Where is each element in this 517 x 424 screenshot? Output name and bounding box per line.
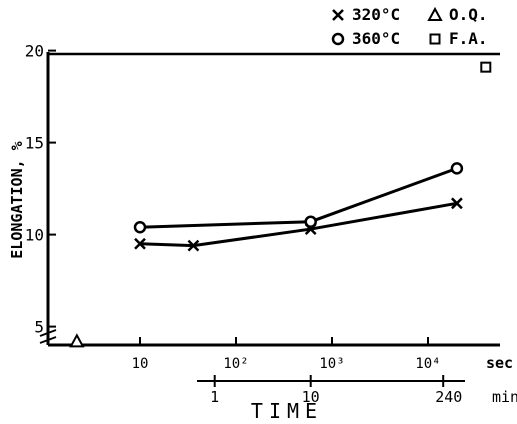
legend-marker-circle — [331, 32, 345, 46]
y-tick-label: 5 — [34, 318, 44, 337]
y-axis-title: ELONGATION, % — [8, 141, 26, 258]
data-point-cross — [134, 237, 146, 250]
data-point-circle — [304, 215, 317, 228]
x-tick-label: 10⁴ — [415, 356, 440, 372]
data-point-square — [480, 61, 492, 73]
data-point-cross — [187, 239, 200, 252]
data-point-circle — [133, 220, 147, 234]
minutes-unit-label: min — [492, 388, 517, 406]
legend-marker-square — [429, 33, 441, 45]
legend-label: 360°C — [352, 29, 400, 48]
x-tick-label: 10³ — [319, 356, 344, 372]
minutes-tick-label: 1 — [210, 388, 219, 406]
minutes-tick-label: 10 — [302, 388, 320, 406]
y-tick-label: 20 — [25, 42, 44, 61]
y-tick-label: 10 — [25, 226, 44, 245]
legend-marker-triangle — [427, 6, 443, 21]
legend-label: 320°C — [352, 5, 400, 24]
data-point-cross — [451, 197, 463, 210]
legend-label: F.A. — [449, 29, 488, 48]
legend-label: O.Q. — [449, 5, 488, 24]
x-tick-label: 10 — [132, 356, 149, 372]
y-tick-label: 15 — [25, 134, 44, 153]
axis-break-mark — [39, 329, 57, 337]
minutes-tick-label: 240 — [435, 388, 462, 406]
axis-break-mark — [39, 336, 57, 344]
series-line-circle — [139, 166, 458, 229]
x-unit-label: sec — [486, 354, 513, 372]
data-point-circle — [450, 162, 464, 175]
x-tick-label: 10² — [223, 356, 248, 372]
x-axis-title: TIME — [251, 399, 323, 423]
series-line-cross — [139, 201, 458, 248]
data-point-triangle — [69, 333, 85, 348]
legend-marker-cross — [332, 9, 344, 21]
